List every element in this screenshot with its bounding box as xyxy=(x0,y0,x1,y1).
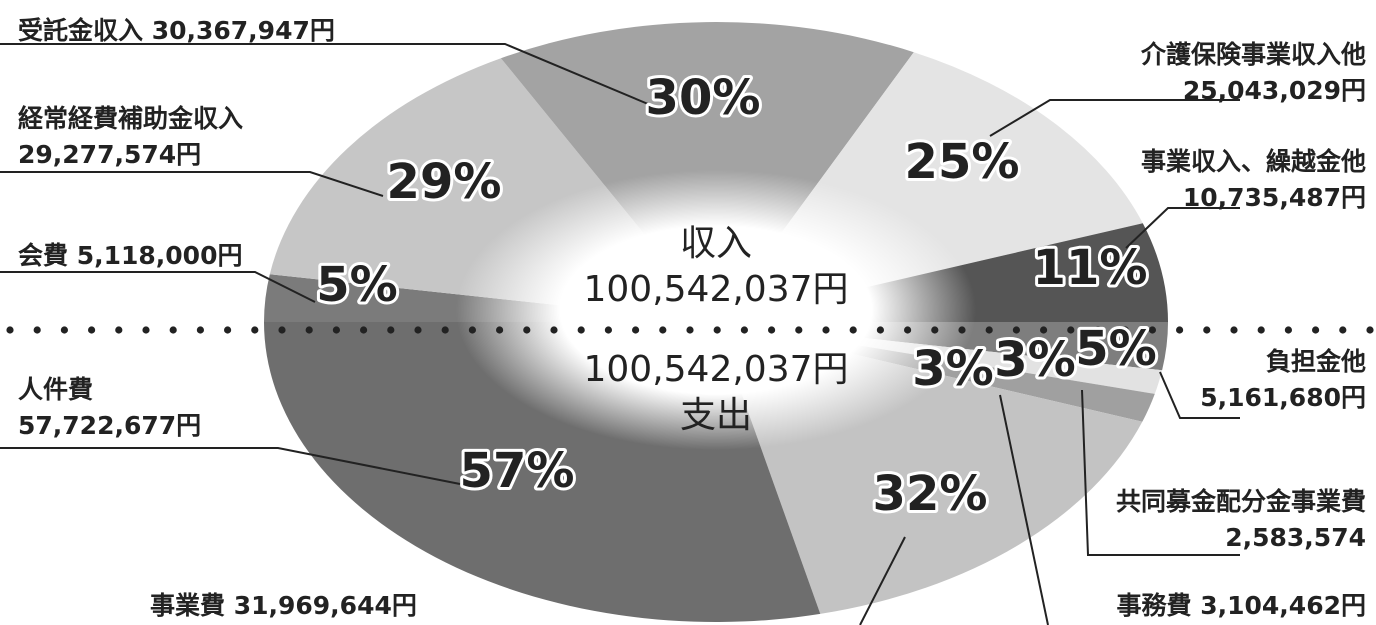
divider-dot xyxy=(958,326,966,334)
expense-label-jinken-name: 人件費 xyxy=(18,375,94,404)
divider-dot xyxy=(196,326,204,334)
divider-dot xyxy=(1040,326,1048,334)
divider-dot xyxy=(1067,326,1075,334)
expense-pct-jinken: 57% xyxy=(460,443,575,499)
divider-dot xyxy=(904,326,912,334)
divider-dot xyxy=(1339,326,1347,334)
divider-dot xyxy=(6,326,14,334)
expense-label-futan-name: 負担金他 xyxy=(1265,347,1366,376)
expense-pct-futan: 5% xyxy=(1075,321,1157,377)
divider-dot xyxy=(659,326,667,334)
leader-line-kaihi xyxy=(0,271,316,303)
divider-dot xyxy=(876,326,885,334)
income-pct-kaigo: 25% xyxy=(905,134,1020,190)
expense-pct-jigyohi: 32% xyxy=(873,466,988,522)
divider-dot xyxy=(1121,326,1129,334)
expense-center-value: 100,542,037円 xyxy=(583,349,849,390)
divider-dot xyxy=(1284,326,1292,334)
divider-dot xyxy=(305,326,313,334)
divider-dot xyxy=(577,326,585,334)
divider-dot xyxy=(1176,326,1184,334)
leader-line-jigyo xyxy=(1125,207,1240,249)
income-label-hojo-amount: 29,277,574円 xyxy=(18,140,202,169)
divider-dot xyxy=(332,326,340,334)
income-label-kaigo-amount: 25,043,029円 xyxy=(1182,76,1366,105)
income-label-kaigo: 介護保険事業収入他 25,043,029円 xyxy=(1141,37,1366,109)
expense-label-jinken-amount: 57,722,677円 xyxy=(18,411,202,440)
divider-dot xyxy=(224,326,232,334)
expense-label-jinken: 人件費 57,722,677円 xyxy=(18,372,201,444)
leader-line-kyodo xyxy=(1081,389,1240,556)
divider-dot xyxy=(550,326,558,334)
income-pct-kaihi: 5% xyxy=(316,257,398,313)
divider-dot xyxy=(1203,326,1211,334)
divider-dot xyxy=(387,326,395,334)
income-label-kaihi: 会費 5,118,000円 xyxy=(18,241,243,270)
divider-dot xyxy=(496,326,504,334)
divider-dot xyxy=(251,326,259,334)
income-label-hojo-name: 経常経費補助金収入 xyxy=(18,104,244,133)
divider-dot xyxy=(1257,326,1265,334)
divider-dot xyxy=(1148,326,1156,334)
expense-label-jimu: 事務費 3,104,462円 xyxy=(1116,591,1366,620)
divider-dot xyxy=(523,326,531,334)
divider-dot xyxy=(604,326,613,334)
divider-dot xyxy=(931,326,939,334)
divider-dot xyxy=(414,326,422,334)
leader-line-itaku xyxy=(0,43,649,105)
divider-dot xyxy=(740,326,749,334)
divider-dot xyxy=(985,326,993,334)
income-label-kaigo-name: 介護保険事業収入他 xyxy=(1140,40,1366,69)
expense-center-label: 支出 xyxy=(679,395,752,436)
income-pct-itaku: 30% xyxy=(646,70,761,126)
divider-dot xyxy=(88,326,96,334)
income-label-jigyo: 事業収入、繰越金他 10,735,487円 xyxy=(1141,144,1366,216)
expense-label-futan-amount: 5,161,680円 xyxy=(1200,383,1366,412)
leader-line-kaigo xyxy=(989,99,1240,137)
divider-dot xyxy=(468,326,476,334)
divider-dot xyxy=(795,326,803,334)
divider-dot xyxy=(822,326,830,334)
divider-dot xyxy=(360,326,368,334)
income-pct-jigyo: 11% xyxy=(1033,240,1148,296)
income-label-itaku: 受託金収入 30,367,947円 xyxy=(18,16,335,45)
income-pct-hojo: 29% xyxy=(387,154,502,210)
divider-dot xyxy=(60,326,68,334)
divider-dot xyxy=(632,326,640,334)
expense-label-futan: 負担金他 5,161,680円 xyxy=(1200,344,1366,416)
divider-dot xyxy=(849,326,857,334)
leader-line-hojo xyxy=(0,171,384,197)
divider-dot xyxy=(1230,326,1238,334)
income-label-hojo: 経常経費補助金収入 29,277,574円 xyxy=(18,101,243,173)
expense-pct-kyodo: 3% xyxy=(994,332,1076,388)
divider-dot xyxy=(33,326,41,334)
divider-dot xyxy=(142,326,150,334)
leader-line-jimu xyxy=(999,394,1049,625)
income-center-value: 100,542,037円 xyxy=(583,269,849,310)
income-center-label: 収入 xyxy=(679,223,752,264)
divider-dot xyxy=(115,326,123,334)
expense-label-kyodo-amount: 2,583,574 xyxy=(1225,523,1366,552)
expense-label-jigyohi: 事業費 31,969,644円 xyxy=(150,591,417,620)
divider-dot xyxy=(278,326,286,334)
divider-dot xyxy=(1312,326,1320,334)
divider-dot xyxy=(1012,326,1021,334)
leader-line-jinken xyxy=(0,447,461,485)
expense-label-kyodo: 共同募金配分金事業費 2,583,574 xyxy=(1116,484,1366,556)
divider-dot xyxy=(169,326,177,334)
divider-dot xyxy=(1094,326,1102,334)
income-label-jigyo-amount: 10,735,487円 xyxy=(1182,183,1366,212)
divider-dot xyxy=(713,326,721,334)
leader-line-jigyohi xyxy=(859,536,906,625)
divider-dot xyxy=(768,326,776,334)
divider-dot xyxy=(441,326,449,334)
expense-label-kyodo-name: 共同募金配分金事業費 xyxy=(1115,487,1366,516)
income-label-jigyo-name: 事業収入、繰越金他 xyxy=(1140,147,1366,176)
divider-dot xyxy=(686,326,694,334)
expense-pct-jimu: 3% xyxy=(912,341,994,397)
divider-dot xyxy=(1366,326,1374,334)
leader-line-futan xyxy=(1159,371,1240,419)
center-hole xyxy=(456,170,976,450)
